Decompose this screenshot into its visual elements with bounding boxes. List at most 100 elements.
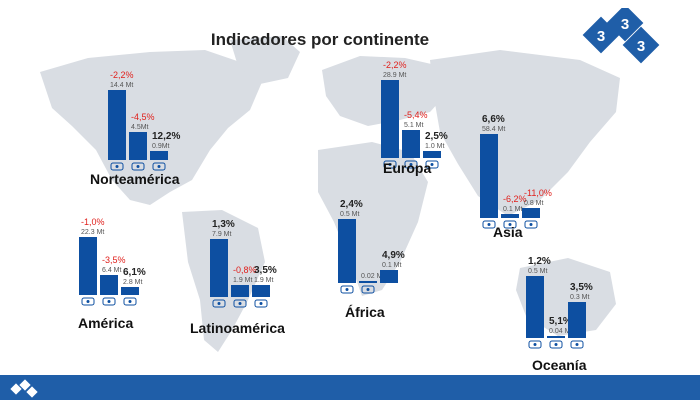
change-label: 6,6% — [482, 114, 505, 125]
map-greenland — [230, 36, 300, 84]
amount-label: 28.9 Mt — [383, 72, 406, 79]
amount-label: 1.9 Mt — [233, 277, 253, 284]
amount-label: 0.5 Mt — [340, 211, 360, 218]
change-label: 6,1% — [123, 267, 146, 278]
meat-icon — [383, 160, 397, 169]
brand-logo: 333 — [582, 8, 660, 64]
amount-label: 0.3 Mt — [570, 294, 590, 301]
svg-text:3: 3 — [597, 28, 605, 45]
change-label: 1,2% — [528, 256, 551, 267]
amount-label: 5.1 Mt — [404, 122, 424, 129]
bar — [100, 275, 118, 295]
svg-text:3: 3 — [621, 16, 629, 33]
change-label: 2,4% — [340, 199, 363, 210]
bar — [129, 132, 147, 160]
change-label: -2,2% — [110, 70, 134, 80]
pork-icon — [254, 299, 268, 308]
change-label: -4,5% — [131, 112, 155, 122]
bar — [338, 219, 356, 283]
amount-label: 1.0 Mt — [425, 143, 445, 150]
chart-group: 0.5 Mt2,4% 0.02 Mt 0.1 Mt4,9% África — [338, 199, 405, 320]
continent-label: Latinoamérica — [190, 320, 285, 336]
change-label: -0,8% — [233, 265, 257, 275]
amount-label: 0.5 Mt — [528, 268, 548, 275]
meat-icon — [482, 220, 496, 229]
map-north-america — [40, 50, 262, 205]
bar — [547, 336, 565, 338]
bar — [252, 285, 270, 297]
bar — [380, 270, 398, 283]
bar — [108, 90, 126, 160]
pork-icon — [361, 285, 375, 294]
amount-label: 58.4 Mt — [482, 126, 505, 133]
meat-icon — [340, 285, 354, 294]
chart-title: Indicadores por continente — [210, 30, 430, 49]
bar — [526, 276, 544, 338]
svg-text:3: 3 — [637, 38, 645, 55]
pork-icon — [152, 162, 166, 171]
bar — [121, 287, 139, 295]
pork-icon — [524, 220, 538, 229]
amount-label: 0.1 Mt — [382, 262, 402, 269]
chart-group: 22.3 Mt -1,0% 6.4 Mt -3,5% 2.8 Mt6,1% América — [78, 217, 146, 331]
amount-label: 14.4 Mt — [110, 82, 133, 89]
amount-label: 0.8 Mt — [524, 200, 544, 207]
amount-label: 2.8 Mt — [123, 279, 143, 286]
pork-icon — [123, 297, 137, 306]
continent-label: Norteamérica — [90, 171, 180, 187]
change-label: 3,5% — [570, 282, 593, 293]
change-label: -2,2% — [383, 60, 407, 70]
bar — [568, 302, 586, 338]
pork-icon — [425, 160, 439, 169]
pig-icon — [102, 297, 116, 306]
meat-icon — [110, 162, 124, 171]
amount-label: 0.9Mt — [152, 143, 170, 150]
pig-icon — [233, 299, 247, 308]
pig-icon — [131, 162, 145, 171]
bar — [381, 80, 399, 158]
bar — [231, 285, 249, 297]
meat-icon — [212, 299, 226, 308]
change-label: 4,9% — [382, 250, 405, 261]
chart-group: 0.5 Mt1,2% 0.04 Mt5,1% 0.3 Mt3,5% Oceanía — [526, 256, 593, 373]
amount-label: 0.04 Mt — [549, 328, 572, 335]
chart-group: 58.4 Mt6,6% 0.1 Mt -6,2%0.8 Mt -11,0% Asia — [480, 114, 552, 240]
pig-icon — [503, 220, 517, 229]
amount-label: 0.1 Mt — [503, 206, 523, 213]
bar — [480, 134, 498, 218]
bar — [402, 130, 420, 158]
amount-label: 4.5Mt — [131, 124, 149, 131]
chart-group: 28.9 Mt -2,2% 5.1 Mt -5,4% 1.0 Mt2,5% Europa — [381, 60, 448, 176]
meat-icon — [81, 297, 95, 306]
continent-label: Asia — [493, 224, 523, 240]
change-label: 12,2% — [152, 131, 180, 142]
change-label: 1,3% — [212, 219, 235, 230]
bar — [423, 151, 441, 158]
change-label: -5,4% — [404, 110, 428, 120]
map-africa — [318, 142, 428, 296]
continent-label: África — [345, 304, 385, 320]
change-label: 3,5% — [254, 265, 277, 276]
change-label: -3,5% — [102, 255, 126, 265]
change-label: -11,0% — [524, 188, 552, 198]
amount-label: 1.9 Mt — [254, 277, 274, 284]
change-label: 2,5% — [425, 131, 448, 142]
bar — [79, 237, 97, 295]
map-asia — [430, 50, 620, 216]
change-label: 5,1% — [549, 316, 572, 327]
bar — [522, 208, 540, 218]
pig-icon — [549, 340, 563, 349]
bar — [210, 239, 228, 297]
chart-group: 7.9 Mt1,3% 1.9 Mt -0,8% 1.9 Mt3,5% Latinoamé… — [190, 219, 285, 336]
meat-icon — [528, 340, 542, 349]
footer-bar — [0, 375, 700, 400]
amount-label: 6.4 Mt — [102, 267, 122, 274]
amount-label: 0.02 Mt — [361, 273, 384, 280]
amount-label: 22.3 Mt — [81, 229, 104, 236]
continent-label: Oceanía — [532, 357, 587, 373]
footer-logo — [10, 379, 38, 398]
change-label: -6,2% — [503, 194, 527, 204]
